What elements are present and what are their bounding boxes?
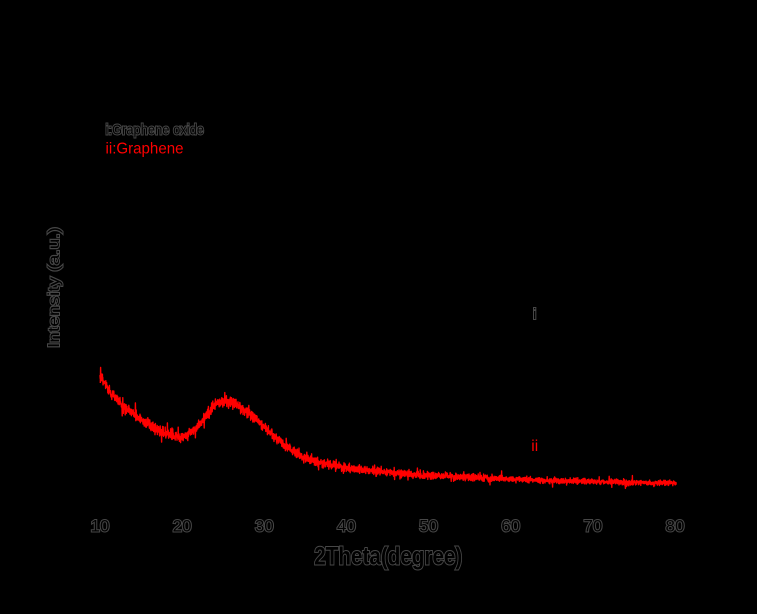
svg-text:40: 40 [337,517,356,536]
svg-text:ii:Graphene: ii:Graphene [106,141,184,158]
svg-text:20: 20 [173,517,192,536]
svg-text:10: 10 [91,517,110,536]
svg-text:ii: ii [531,438,538,455]
svg-text:50: 50 [419,517,438,536]
svg-text:Intensity (a.u.): Intensity (a.u.) [46,227,63,348]
svg-text:60: 60 [501,517,520,536]
svg-text:30: 30 [255,517,274,536]
svg-text:70: 70 [583,517,602,536]
svg-text:i:Graphene oxide: i:Graphene oxide [106,122,205,139]
svg-text:i: i [533,306,536,323]
svg-text:80: 80 [666,517,685,536]
svg-text:2Theta(degree): 2Theta(degree) [314,543,462,571]
